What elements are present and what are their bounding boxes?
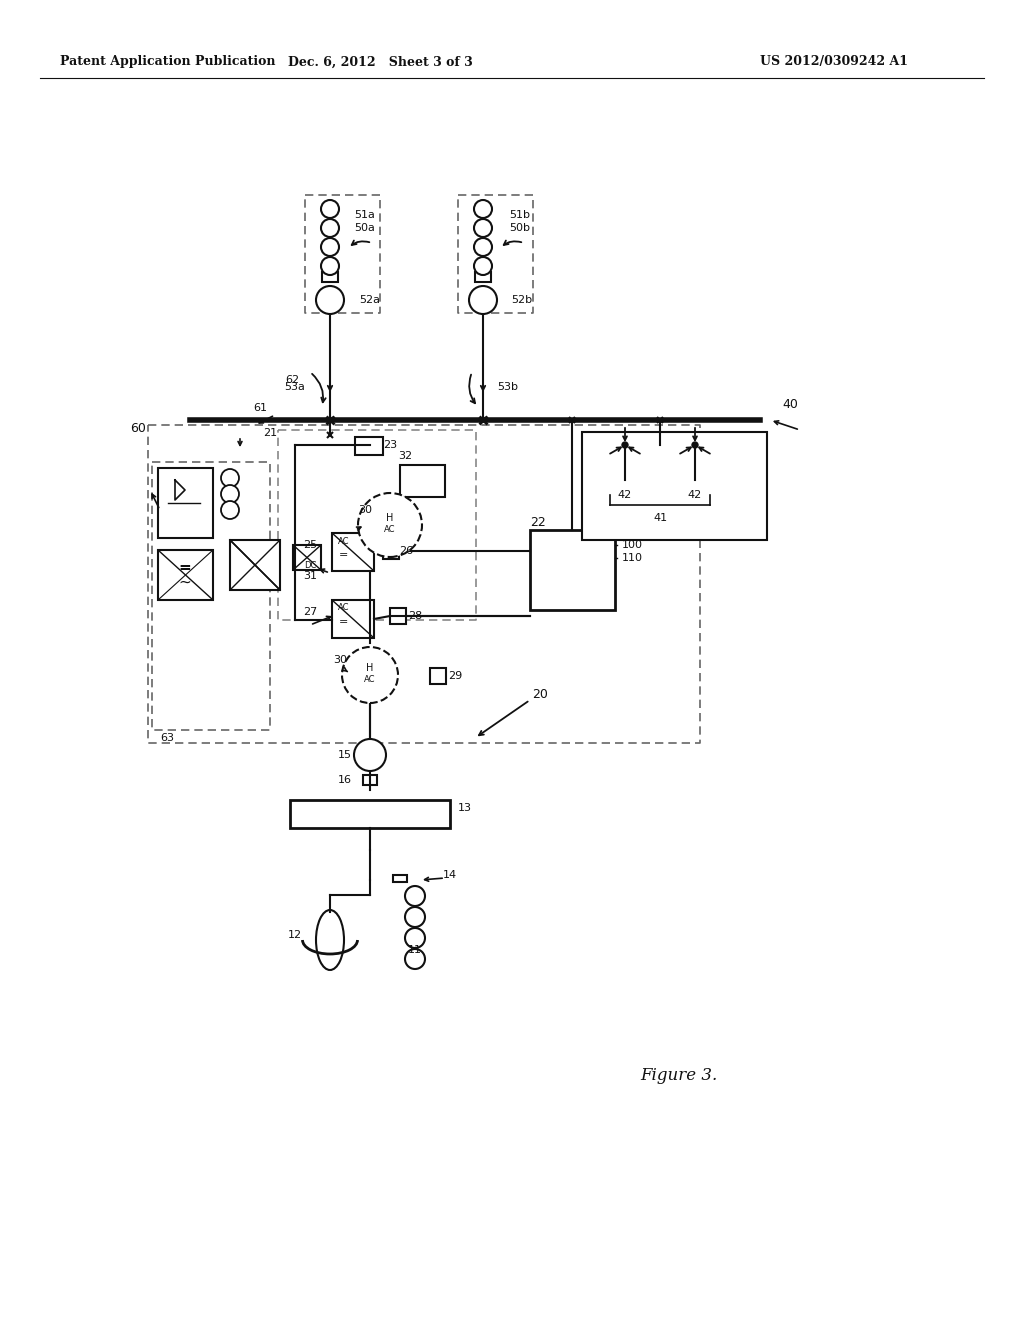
Circle shape [474,257,492,275]
Text: 21: 21 [263,428,278,438]
Text: AC: AC [338,536,350,545]
Text: 110: 110 [622,553,643,564]
Polygon shape [390,609,406,624]
Text: 15: 15 [338,750,352,760]
Text: US 2012/0309242 A1: US 2012/0309242 A1 [760,55,908,69]
Text: 27: 27 [303,607,317,616]
Circle shape [406,886,425,906]
Text: AC: AC [338,603,350,612]
Text: 50a: 50a [354,223,376,234]
Circle shape [622,442,628,447]
Circle shape [692,442,698,447]
Text: Figure 3.: Figure 3. [640,1067,717,1084]
Text: 22: 22 [530,516,546,528]
Text: 29: 29 [447,671,462,681]
Text: 13: 13 [458,803,472,813]
Text: Dec. 6, 2012   Sheet 3 of 3: Dec. 6, 2012 Sheet 3 of 3 [288,55,472,69]
Text: =: = [339,616,349,627]
Text: 53a: 53a [285,381,305,392]
Text: 42: 42 [617,490,632,500]
Text: 30: 30 [358,506,372,515]
Polygon shape [290,800,450,828]
Text: 16: 16 [338,775,352,785]
Circle shape [358,492,422,557]
Text: 52a: 52a [359,294,381,305]
Text: 42: 42 [688,490,702,500]
Polygon shape [400,465,445,498]
Circle shape [221,484,239,503]
Text: 52b: 52b [511,294,532,305]
Circle shape [221,502,239,519]
Text: AC: AC [365,676,376,685]
Text: 41: 41 [653,513,667,523]
Polygon shape [393,875,407,882]
Text: 12: 12 [288,931,302,940]
Text: 20: 20 [532,689,548,701]
Polygon shape [230,540,280,590]
Polygon shape [322,272,338,282]
Circle shape [354,739,386,771]
Text: 32: 32 [398,451,412,461]
Polygon shape [383,543,399,558]
Text: =: = [178,561,191,576]
Text: 26: 26 [399,546,413,556]
Text: 61: 61 [253,403,267,413]
Text: Patent Application Publication: Patent Application Publication [60,55,275,69]
Polygon shape [332,601,374,638]
Text: AC: AC [384,525,395,535]
Text: DC: DC [304,561,316,570]
Circle shape [406,928,425,948]
Polygon shape [158,550,213,601]
Text: 30: 30 [333,655,347,665]
Text: 28: 28 [408,611,422,620]
Text: 40: 40 [782,399,798,412]
Text: 25: 25 [303,540,317,550]
Text: 11: 11 [408,945,422,954]
Circle shape [321,257,339,275]
Text: 23: 23 [383,440,397,450]
Text: H: H [367,663,374,673]
Circle shape [321,201,339,218]
Polygon shape [582,432,767,540]
Circle shape [316,286,344,314]
Polygon shape [355,437,383,455]
Polygon shape [332,533,374,572]
Text: 51b: 51b [510,210,530,220]
Polygon shape [430,668,446,684]
Circle shape [474,238,492,256]
Text: =: = [339,550,349,560]
Circle shape [221,469,239,487]
Circle shape [342,647,398,704]
Text: 53b: 53b [498,381,518,392]
Circle shape [406,949,425,969]
Circle shape [321,219,339,238]
Text: 60: 60 [130,421,146,434]
Circle shape [469,286,497,314]
Circle shape [474,201,492,218]
Polygon shape [530,531,615,610]
Circle shape [406,907,425,927]
Text: ~: ~ [178,574,191,590]
Text: 63: 63 [160,733,174,743]
Polygon shape [362,775,377,785]
Text: 100: 100 [622,540,643,550]
Polygon shape [475,272,490,282]
Circle shape [474,219,492,238]
Text: H: H [386,513,393,523]
Text: 62: 62 [285,375,299,385]
Polygon shape [293,545,321,570]
Text: 51a: 51a [354,210,376,220]
Text: 50b: 50b [510,223,530,234]
Text: 14: 14 [443,870,457,880]
Text: 31: 31 [303,572,317,581]
Circle shape [321,238,339,256]
Polygon shape [158,469,213,539]
